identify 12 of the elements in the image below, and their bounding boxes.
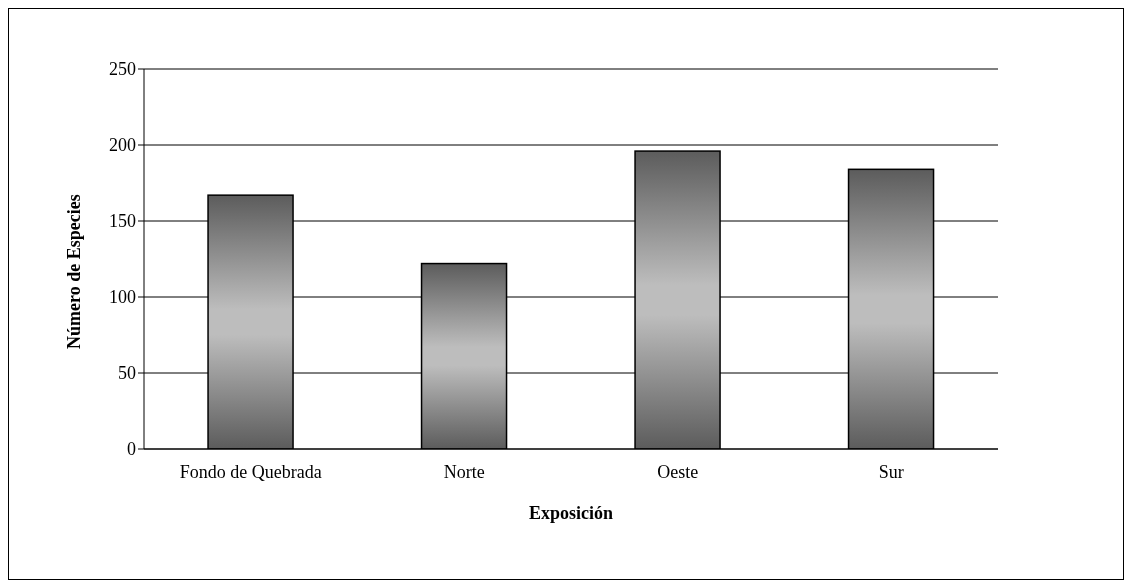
y-tick-label: 250 xyxy=(109,59,136,80)
x-tick-label: Norte xyxy=(443,461,485,482)
y-tick-label: 200 xyxy=(109,135,136,156)
y-tick-label: 0 xyxy=(127,439,136,460)
y-tick-label: 100 xyxy=(109,287,136,308)
x-axis-title: Exposición xyxy=(528,503,614,523)
y-axis-title: Número de Especies xyxy=(64,194,85,349)
y-tick-label: 50 xyxy=(118,363,136,384)
x-tick-label: Sur xyxy=(878,461,904,482)
y-tick-label: 150 xyxy=(109,211,136,232)
x-tick-label: Oeste xyxy=(657,461,699,482)
x-tick-label: Fondo de Quebrada xyxy=(179,461,322,482)
